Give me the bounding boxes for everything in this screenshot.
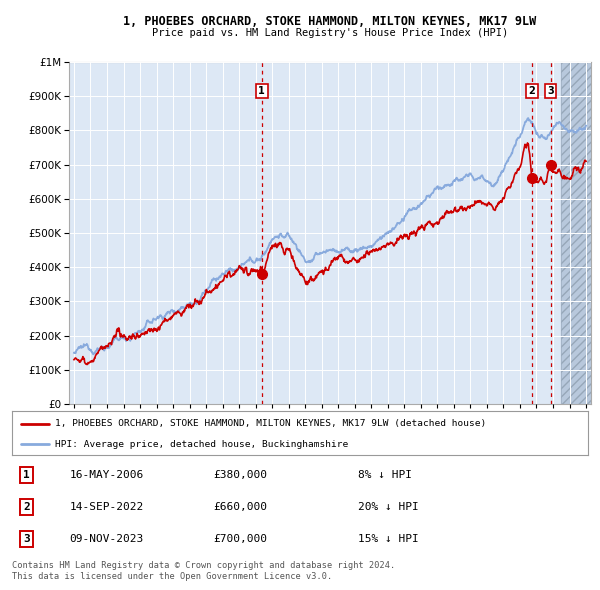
Text: Price paid vs. HM Land Registry's House Price Index (HPI): Price paid vs. HM Land Registry's House …: [152, 28, 508, 38]
Text: This data is licensed under the Open Government Licence v3.0.: This data is licensed under the Open Gov…: [12, 572, 332, 581]
Text: 1: 1: [259, 86, 265, 96]
Text: 3: 3: [547, 86, 554, 96]
Text: 09-NOV-2023: 09-NOV-2023: [70, 534, 144, 544]
Text: £380,000: £380,000: [214, 470, 268, 480]
Text: 1: 1: [23, 470, 30, 480]
Text: 16-MAY-2006: 16-MAY-2006: [70, 470, 144, 480]
Text: £700,000: £700,000: [214, 534, 268, 544]
Text: 15% ↓ HPI: 15% ↓ HPI: [358, 534, 418, 544]
Text: 2: 2: [23, 502, 30, 512]
Text: 1, PHOEBES ORCHARD, STOKE HAMMOND, MILTON KEYNES, MK17 9LW: 1, PHOEBES ORCHARD, STOKE HAMMOND, MILTO…: [124, 15, 536, 28]
Text: 14-SEP-2022: 14-SEP-2022: [70, 502, 144, 512]
Text: £660,000: £660,000: [214, 502, 268, 512]
Text: 8% ↓ HPI: 8% ↓ HPI: [358, 470, 412, 480]
Bar: [561, 62, 591, 404]
Text: 2: 2: [529, 86, 535, 96]
Text: 3: 3: [23, 534, 30, 544]
Text: 20% ↓ HPI: 20% ↓ HPI: [358, 502, 418, 512]
Text: HPI: Average price, detached house, Buckinghamshire: HPI: Average price, detached house, Buck…: [55, 440, 349, 449]
Text: 1, PHOEBES ORCHARD, STOKE HAMMOND, MILTON KEYNES, MK17 9LW (detached house): 1, PHOEBES ORCHARD, STOKE HAMMOND, MILTO…: [55, 419, 487, 428]
Text: Contains HM Land Registry data © Crown copyright and database right 2024.: Contains HM Land Registry data © Crown c…: [12, 560, 395, 569]
